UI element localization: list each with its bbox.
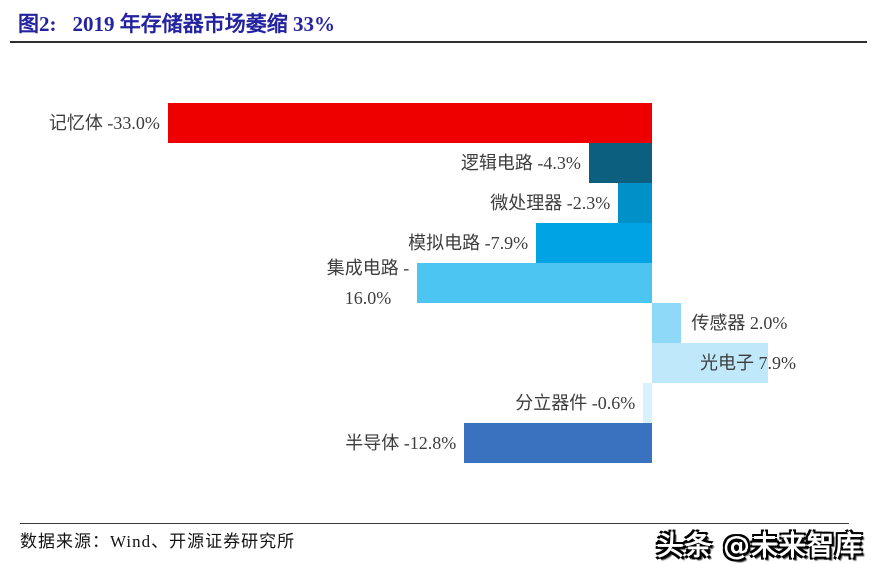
chart-bar-记忆体 — [167, 103, 652, 143]
bar-label-分立器件: 分立器件 -0.6% — [515, 393, 636, 413]
bar-label-半导体: 半导体 -12.8% — [345, 433, 457, 453]
chart-bar-光电子 — [652, 343, 768, 383]
figure-title: 图2: 2019 年存储器市场萎缩 33% — [18, 8, 335, 38]
bar-label-记忆体: 记忆体 -33.0% — [48, 113, 160, 133]
bar-label-传感器: 传感器 2.0% — [691, 313, 788, 333]
chart-bar-微处理器 — [618, 183, 652, 223]
bar-label-模拟电路: 模拟电路 -7.9% — [408, 233, 529, 253]
figure-number-label: 图2: — [18, 12, 57, 36]
bar-chart: 记忆体 -33.0% 逻辑电路 -4.3% 微处理器 -2.3% 模拟电路 -7.9%… — [48, 103, 796, 463]
chart-bar-逻辑电路 — [588, 143, 652, 183]
chart-bar-集成电路 — [417, 263, 652, 303]
bar-label-逻辑电路: 逻辑电路 -4.3% — [460, 153, 581, 173]
chart-bar-分立器件 — [643, 383, 652, 423]
figure-title-text: 2019 年存储器市场萎缩 33% — [72, 12, 336, 36]
chart-bar-模拟电路 — [536, 223, 652, 263]
data-source-text: 数据来源：Wind、开源证券研究所 — [20, 532, 296, 551]
bar-label-集成电路: 集成电路 -16.0% — [326, 258, 410, 308]
footer-divider — [20, 523, 849, 524]
watermark-text: 头条 @未来智库 — [656, 531, 863, 562]
title-divider — [10, 41, 867, 43]
bar-label-光电子: 光电子 7.9% — [700, 353, 796, 373]
chart-bar-传感器 — [652, 303, 682, 343]
bar-label-微处理器: 微处理器 -2.3% — [490, 193, 611, 213]
chart-bar-半导体 — [464, 423, 652, 463]
